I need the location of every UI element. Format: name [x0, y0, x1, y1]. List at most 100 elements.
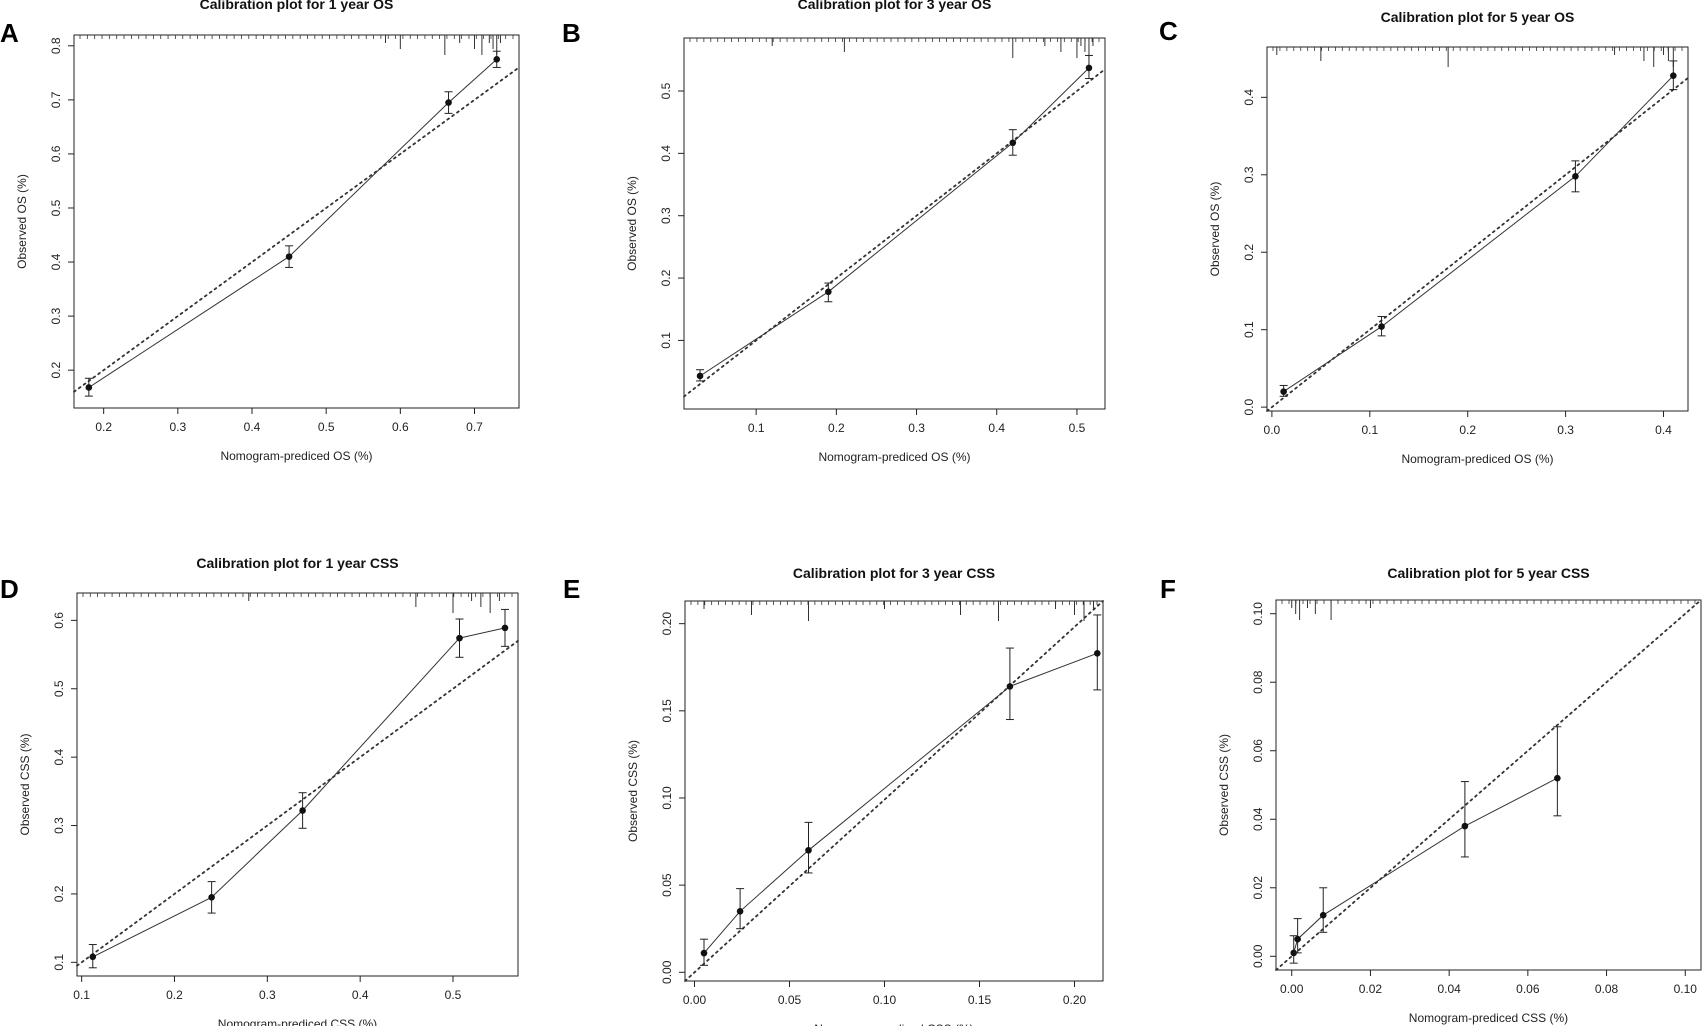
y-tick-label: 0.5 [49, 199, 63, 216]
x-tick-label: 0.5 [1069, 421, 1086, 435]
data-point [825, 288, 832, 296]
data-point [89, 953, 97, 961]
x-tick-label: 0.0 [1264, 423, 1281, 437]
panel-label: D [0, 574, 19, 604]
observed-line [1283, 75, 1674, 393]
panel-label: C [1159, 16, 1178, 46]
y-tick-label: 0.3 [659, 207, 673, 224]
data-point [1085, 64, 1093, 72]
data-point [696, 372, 704, 380]
panel-label: F [1160, 574, 1176, 604]
data-point [299, 807, 306, 814]
y-tick-label: 0.02 [1251, 876, 1265, 900]
x-axis-title: Nomogram-prediced OS (%) [818, 450, 970, 464]
y-tick-label: 0.2 [52, 885, 66, 902]
y-tick-label: 0.1 [659, 332, 673, 349]
y-tick-label: 0.05 [660, 873, 674, 897]
x-tick-label: 0.3 [1557, 423, 1574, 437]
data-point [493, 56, 501, 63]
y-tick-label: 0.8 [49, 37, 63, 54]
x-axis-title: Nomogram-prediced CSS (%) [1409, 1011, 1568, 1025]
ideal-line [73, 66, 520, 393]
plot-frame [76, 592, 519, 977]
x-tick-label: 0.00 [683, 993, 707, 1007]
data-point [1094, 649, 1101, 657]
x-tick-label: 0.20 [1063, 993, 1087, 1007]
panel-a: A Calibration plot for 1 year OS 0.2 0.3 0.4… [0, 0, 520, 463]
data-point [736, 907, 744, 915]
y-axis-title: Observed CSS (%) [18, 733, 32, 835]
data-point [1572, 173, 1579, 180]
data-point [445, 99, 452, 106]
y-tick-label: 0.2 [659, 269, 673, 286]
data-point [501, 624, 509, 632]
y-tick-label: 0.0 [1242, 398, 1256, 415]
y-tick-label: 0.10 [1251, 602, 1265, 626]
y-tick-label: 0.00 [660, 960, 674, 984]
plot-frame [1275, 599, 1702, 971]
x-tick-label: 0.2 [166, 988, 183, 1002]
plot-frame [1266, 46, 1689, 412]
y-tick-label: 0.2 [49, 361, 63, 378]
panel-c: C Calibration plot for 5 year OS 0.0 0.1 0.2… [1159, 9, 1689, 466]
observed-line [703, 652, 1098, 954]
y-tick-label: 0.4 [52, 748, 66, 765]
data-point [1006, 683, 1014, 690]
data-point [1378, 323, 1385, 330]
y-tick-label: 0.7 [49, 91, 63, 108]
chart-title: Calibration plot for 5 year OS [1381, 9, 1575, 25]
data-point [1461, 822, 1469, 830]
ideal-line [76, 639, 519, 967]
x-tick-label: 0.00 [1280, 982, 1304, 996]
x-tick-label: 0.1 [73, 988, 90, 1002]
x-tick-label: 0.2 [828, 421, 845, 435]
observed-line [699, 67, 1090, 377]
y-tick-label: 0.3 [49, 307, 63, 324]
x-axis-title: Nomogram-prediced CSS (%) [218, 1017, 377, 1026]
y-tick-label: 0.08 [1251, 670, 1265, 694]
x-tick-label: 0.10 [1674, 982, 1698, 996]
y-axis-title: Observed CSS (%) [626, 740, 640, 842]
chart-title: Calibration plot for 5 year CSS [1387, 565, 1589, 581]
data-point [85, 384, 93, 391]
y-tick-label: 0.10 [660, 786, 674, 810]
panel-b: B Calibration plot for 3 year OS 0.1 0.2 0.3… [562, 0, 1106, 464]
panel-d: D Calibration plot for 1 year CSS 0.1 0.2 0.… [0, 555, 519, 1026]
plot-frame [684, 600, 1104, 982]
x-tick-label: 0.1 [1361, 423, 1378, 437]
x-tick-label: 0.5 [318, 420, 335, 434]
x-tick-label: 0.08 [1595, 982, 1619, 996]
y-tick-label: 0.3 [52, 817, 66, 834]
x-axis-title: Nomogram-prediced CSS (%) [814, 1022, 973, 1026]
plot-frame [73, 34, 520, 409]
x-tick-label: 0.2 [1459, 423, 1476, 437]
panel-e: E Calibration plot for 3 year CSS 0.00 0.05… [563, 565, 1104, 1026]
chart-title: Calibration plot for 1 year OS [200, 0, 394, 12]
y-tick-label: 0.1 [1242, 321, 1256, 338]
x-tick-label: 0.6 [392, 420, 409, 434]
x-tick-label: 0.06 [1516, 982, 1540, 996]
panel-label: A [0, 18, 19, 48]
y-tick-label: 0.06 [1251, 739, 1265, 763]
data-point [1280, 388, 1287, 395]
y-tick-label: 0.20 [660, 612, 674, 636]
x-tick-label: 0.10 [873, 993, 897, 1007]
data-point [805, 846, 812, 854]
x-tick-label: 0.3 [908, 421, 925, 435]
x-tick-label: 0.4 [1655, 423, 1672, 437]
x-tick-label: 0.4 [244, 420, 261, 434]
y-tick-label: 0.4 [49, 253, 63, 270]
x-tick-label: 0.2 [95, 420, 112, 434]
plot-frame [683, 37, 1106, 410]
observed-line [1293, 777, 1558, 954]
panel-label: E [563, 574, 580, 604]
y-tick-label: 0.5 [659, 82, 673, 99]
x-tick-label: 0.05 [778, 993, 802, 1007]
y-tick-label: 0.5 [52, 680, 66, 697]
data-point [1009, 139, 1017, 147]
y-tick-label: 0.6 [52, 612, 66, 629]
y-tick-label: 0.6 [49, 145, 63, 162]
x-tick-label: 0.5 [445, 988, 462, 1002]
ideal-line [684, 600, 1104, 982]
